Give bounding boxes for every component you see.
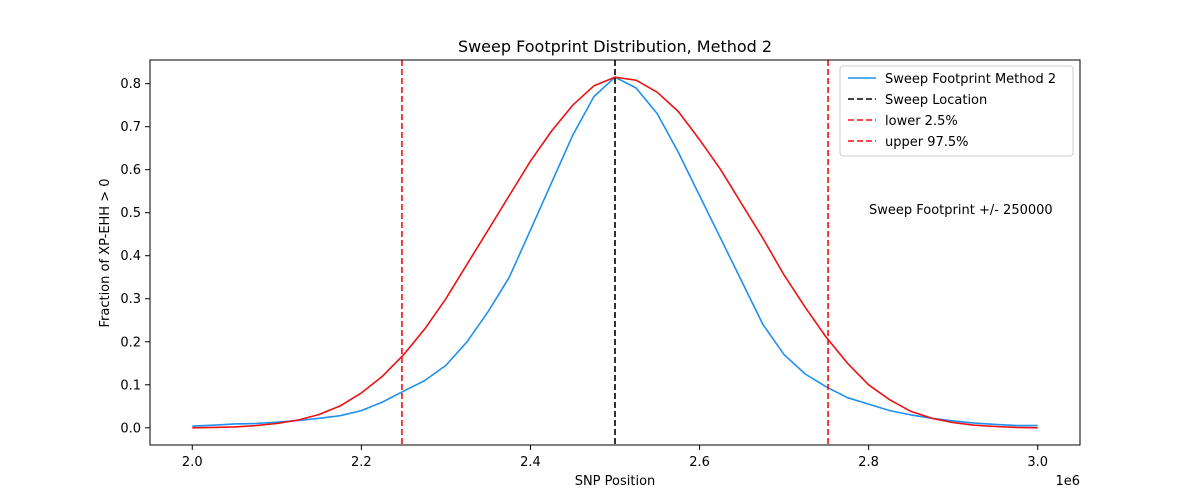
y-tick-label: 0.7 <box>120 120 141 135</box>
legend-label: upper 97.5% <box>885 135 969 150</box>
x-tick-label: 2.2 <box>351 455 372 470</box>
legend-box <box>839 65 1074 157</box>
plot-frame <box>149 59 1081 446</box>
legend-label: lower 2.5% <box>885 114 958 129</box>
x-tick-label: 2.4 <box>520 455 541 470</box>
y-tick-label: 0.3 <box>120 292 141 307</box>
chart-title: Sweep Footprint Distribution, Method 2 <box>458 37 772 56</box>
y-tick-label: 0.4 <box>120 249 141 264</box>
y-tick-label: 0.0 <box>120 421 141 436</box>
y-tick-label: 0.5 <box>120 206 141 221</box>
x-tick-label: 2.8 <box>858 455 879 470</box>
plot-area <box>192 60 1038 445</box>
x-tick-label: 3.0 <box>1027 455 1048 470</box>
y-tick-label: 0.6 <box>120 163 141 178</box>
x-tick-label: 2.0 <box>182 455 203 470</box>
y-tick-label: 0.1 <box>120 378 141 393</box>
y-tick-label: 0.8 <box>120 77 141 92</box>
footprint-annotation: Sweep Footprint +/- 250000 <box>869 203 1053 218</box>
axes: 2.0 2.2 2.4 2.6 2.8 3.0 0.0 0.1 0.2 0.3 0.4 0.5 0.6 0… <box>120 59 1081 470</box>
y-axis-label: Fraction of XP-EHH > 0 <box>98 178 113 327</box>
legend: Sweep Footprint Method 2 Sweep Location lo… <box>839 65 1074 157</box>
legend-label: Sweep Footprint Method 2 <box>885 72 1056 87</box>
series-line-fit <box>192 76 1038 429</box>
x-axis-label: SNP Position <box>575 474 656 489</box>
legend-label: Sweep Location <box>885 93 987 108</box>
x-tick-label: 2.6 <box>689 455 710 470</box>
y-tick-label: 0.2 <box>120 335 141 350</box>
x-offset-label: 1e6 <box>1055 474 1080 489</box>
